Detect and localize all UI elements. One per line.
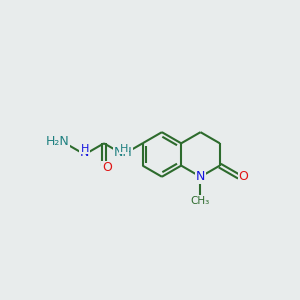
Text: H: H (120, 143, 128, 154)
Text: N: N (196, 170, 205, 183)
Text: H₂N: H₂N (46, 135, 70, 148)
Text: N: N (58, 137, 67, 150)
Text: O: O (102, 161, 112, 175)
Text: NH: NH (114, 146, 133, 160)
Text: H: H (81, 143, 89, 154)
Text: N: N (80, 146, 89, 160)
Text: CH₃: CH₃ (191, 196, 210, 206)
Text: O: O (238, 170, 248, 183)
